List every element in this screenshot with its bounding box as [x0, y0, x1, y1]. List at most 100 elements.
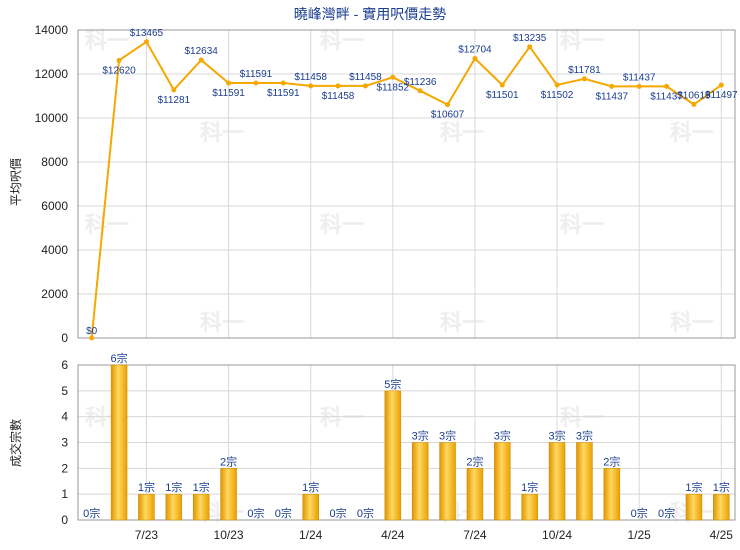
price-point-1 [116, 57, 122, 63]
price-label-19: $11437 [595, 91, 628, 102]
price-label-12: $11236 [404, 77, 437, 88]
watermark-4: 科一 [440, 120, 484, 145]
price-tick-label-1: 2000 [41, 287, 68, 301]
price-label-14: $12704 [458, 45, 492, 56]
count-label-0: 0宗 [83, 506, 100, 520]
count-bar-18 [576, 442, 593, 521]
count-label-4: 1宗 [193, 480, 210, 494]
watermark-1: 科一 [320, 28, 364, 53]
price-tick-label-0: 0 [61, 331, 68, 345]
price-point-18 [581, 76, 587, 82]
count-label-15: 3宗 [494, 429, 511, 443]
count-label-5: 2宗 [220, 454, 237, 468]
count-bar-1 [110, 364, 128, 521]
price-label-17: $11502 [541, 90, 574, 101]
price-point-14 [472, 56, 478, 62]
price-point-11 [390, 74, 396, 80]
watermark-8: 科一 [560, 212, 604, 237]
price-tick-label-7: 14000 [35, 23, 69, 37]
x-tick-label-6: 1/25 [628, 528, 652, 542]
count-label-9: 0宗 [330, 506, 347, 520]
price-label-11: $11852 [376, 82, 409, 93]
count-bar-14 [466, 468, 484, 521]
price-point-2 [143, 39, 149, 45]
watermark-3: 科一 [200, 120, 244, 145]
x-tick-label-7: 4/25 [710, 528, 734, 542]
price-tick-label-6: 12000 [35, 67, 69, 81]
count-bar-3 [165, 493, 183, 521]
count-label-8: 1宗 [302, 480, 319, 494]
count-bar-22 [685, 493, 703, 521]
count-bar-5 [220, 468, 237, 521]
count-bar-2 [138, 493, 155, 521]
price-label-22: $10619 [677, 90, 711, 101]
count-tick-label-6: 6 [61, 358, 68, 372]
x-tick-label-0: 7/23 [135, 528, 159, 542]
watermark-13: 科一 [320, 405, 364, 430]
count-bar-15 [494, 442, 511, 521]
price-point-3 [171, 87, 177, 93]
price-label-10: $11458 [349, 72, 382, 83]
watermark-6: 科一 [85, 212, 129, 237]
x-tick-label-4: 7/24 [463, 528, 487, 542]
count-axis-label: 成交宗數 [8, 419, 23, 467]
price-label-5: $11591 [212, 88, 245, 99]
price-label-0: $0 [86, 326, 98, 337]
watermark-14: 科一 [560, 405, 604, 430]
price-label-13: $10607 [431, 110, 465, 121]
price-point-15 [499, 82, 505, 88]
price-label-23: $11497 [705, 90, 738, 101]
count-tick-label-2: 2 [61, 461, 68, 475]
price-point-13 [445, 102, 451, 108]
count-bar-19 [603, 468, 621, 521]
price-label-20: $11437 [623, 72, 656, 83]
count-label-22: 1宗 [685, 480, 702, 494]
count-tick-label-5: 5 [61, 384, 68, 398]
count-label-3: 1宗 [165, 480, 182, 494]
watermark-9: 科一 [200, 310, 244, 335]
price-label-16: $13235 [513, 33, 547, 44]
x-tick-label-3: 4/24 [381, 528, 405, 542]
watermark-0: 科一 [85, 28, 129, 53]
price-label-2: $13465 [130, 28, 164, 39]
count-label-20: 0宗 [631, 506, 648, 520]
count-bar-13 [439, 442, 456, 521]
price-point-16 [527, 44, 533, 50]
price-point-19 [609, 83, 615, 89]
count-label-12: 3宗 [412, 429, 429, 443]
count-label-10: 0宗 [357, 506, 374, 520]
count-plot-frame [77, 364, 736, 521]
watermark-10: 科一 [440, 310, 484, 335]
count-bar-11 [384, 390, 402, 521]
price-point-12 [417, 88, 423, 94]
chart-title: 曉峰灣畔 - 實用呎價走勢 [294, 6, 446, 22]
count-label-6: 0宗 [247, 506, 264, 520]
price-label-1: $12620 [102, 65, 136, 76]
count-bar-16 [521, 493, 538, 521]
count-tick-label-0: 0 [61, 513, 68, 527]
count-bar-8 [302, 493, 319, 521]
count-label-14: 2宗 [466, 454, 483, 468]
count-label-23: 1宗 [713, 480, 730, 494]
x-tick-label-1: 10/23 [214, 528, 244, 542]
count-label-2: 1宗 [138, 480, 155, 494]
price-point-5 [226, 80, 232, 86]
count-label-13: 3宗 [439, 429, 456, 443]
count-label-7: 0宗 [275, 506, 292, 520]
watermark-2: 科一 [560, 28, 604, 53]
count-tick-label-1: 1 [61, 487, 68, 501]
count-label-17: 3宗 [549, 429, 566, 443]
price-point-7 [280, 80, 286, 86]
watermark-5: 科一 [670, 120, 714, 145]
count-bar-23 [713, 493, 730, 521]
count-bar-4 [192, 493, 210, 521]
count-label-21: 0宗 [658, 506, 675, 520]
price-label-7: $11591 [267, 88, 300, 99]
price-axis-label: 平均呎價 [9, 158, 23, 206]
price-point-8 [308, 83, 314, 89]
price-label-4: $12634 [185, 46, 219, 57]
price-label-6: $11591 [240, 69, 273, 80]
price-plot-frame [77, 29, 736, 339]
price-label-21: $11437 [650, 91, 683, 102]
